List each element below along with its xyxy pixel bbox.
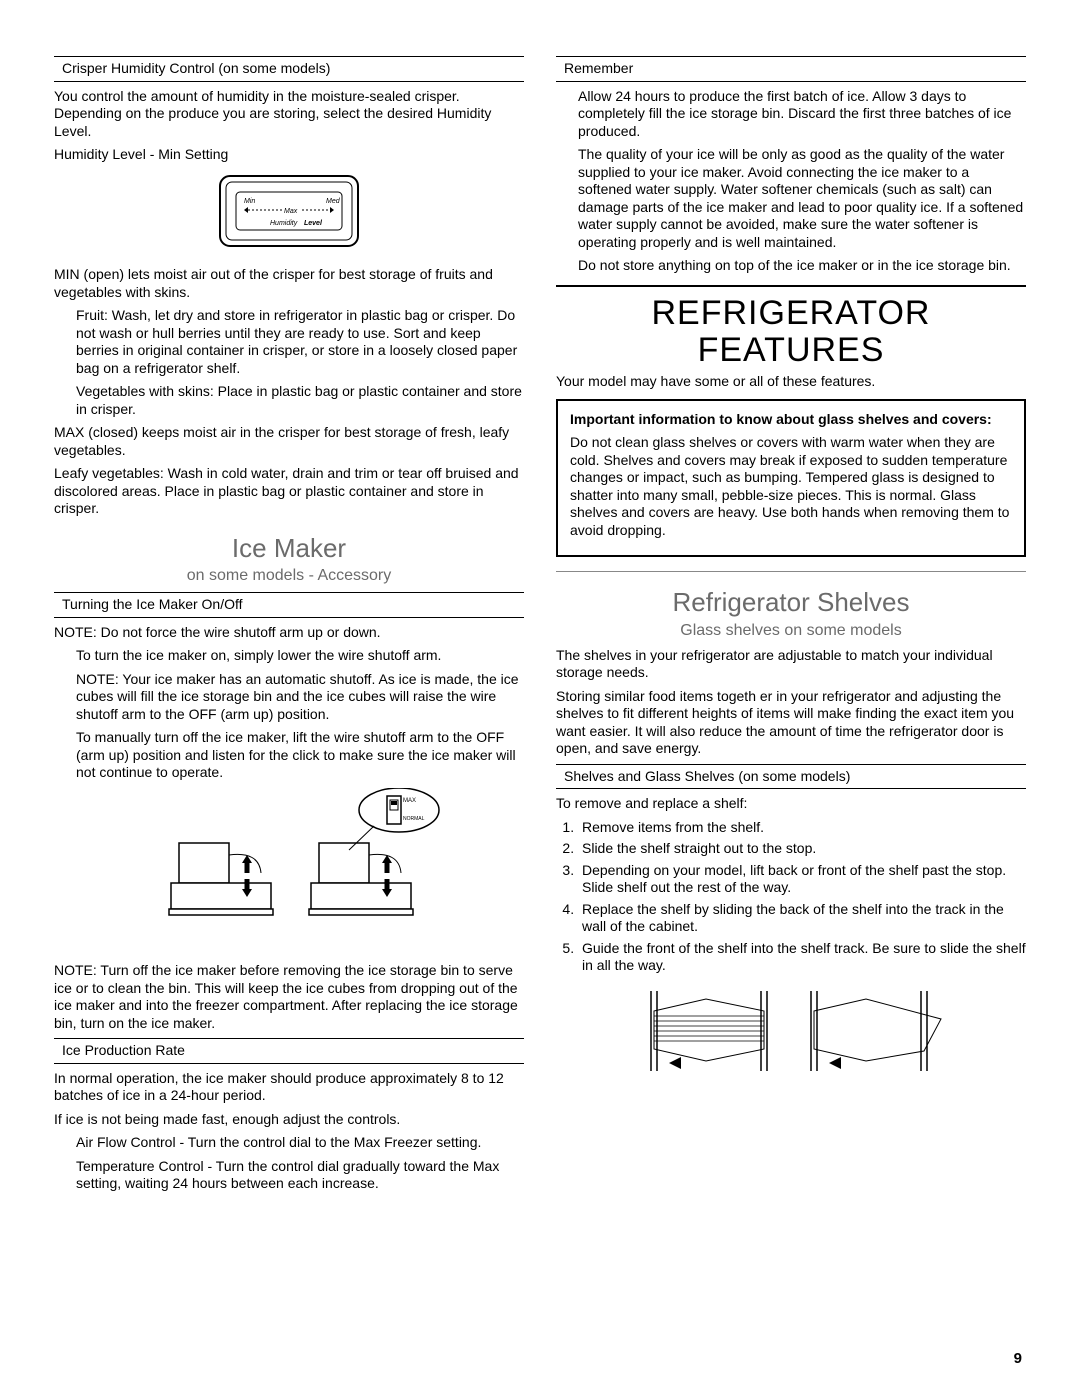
- icemaker-p3: NOTE: Your ice maker has an automatic sh…: [54, 671, 524, 724]
- glass-shelves-warning: Important information to know about glas…: [556, 399, 1026, 558]
- shelves-li3: Depending on your model, lift back or fr…: [578, 862, 1026, 897]
- svg-text:Max: Max: [284, 208, 298, 215]
- page-number: 9: [1014, 1350, 1022, 1369]
- icemaker-header2: Ice Production Rate: [54, 1038, 524, 1064]
- features-title-1: REFRIGERATOR: [652, 294, 931, 332]
- icemaker-p7: If ice is not being made fast, enough ad…: [54, 1111, 524, 1129]
- icemaker-p9: Temperature Control - Turn the control d…: [54, 1158, 524, 1193]
- shelves-steps: Remove items from the shelf. Slide the s…: [556, 819, 1026, 975]
- icemaker-p8: Air Flow Control - Turn the control dial…: [54, 1134, 524, 1152]
- svg-text:NORMAL: NORMAL: [403, 816, 425, 822]
- icemaker-subtitle: on some models - Accessory: [54, 566, 524, 586]
- remember-p3: Do not store anything on top of the ice …: [556, 257, 1026, 275]
- shelf-diagram: [556, 981, 1026, 1096]
- icemaker-p4: To manually turn off the ice maker, lift…: [54, 729, 524, 782]
- shelves-header: Shelves and Glass Shelves (on some model…: [556, 764, 1026, 790]
- shelves-p2: Storing similar food items togeth er in …: [556, 688, 1026, 758]
- crisper-p3: MIN (open) lets moist air out of the cri…: [54, 266, 524, 301]
- icemaker-p5: NOTE: Turn off the ice maker before remo…: [54, 962, 524, 1032]
- crisper-p5: Vegetables with skins: Place in plastic …: [54, 383, 524, 418]
- shelves-li4: Replace the shelf by sliding the back of…: [578, 901, 1026, 936]
- svg-text:Level: Level: [304, 220, 323, 227]
- remember-p2: The quality of your ice will be only as …: [556, 146, 1026, 251]
- box-head: Important information to know about glas…: [570, 411, 1012, 429]
- icemaker-p6: In normal operation, the ice maker shoul…: [54, 1070, 524, 1105]
- left-column: Crisper Humidity Control (on some models…: [54, 50, 524, 1199]
- svg-text:Med: Med: [326, 198, 341, 205]
- icemaker-diagram: MAX NORMAL: [54, 788, 524, 953]
- svg-text:Humidity: Humidity: [270, 220, 298, 227]
- features-intro: Your model may have some or all of these…: [556, 373, 1026, 391]
- remember-header: Remember: [556, 56, 1026, 82]
- icemaker-p2: To turn the ice maker on, simply lower t…: [54, 647, 524, 665]
- right-column: Remember Allow 24 hours to produce the f…: [556, 50, 1026, 1199]
- shelves-li1: Remove items from the shelf.: [578, 819, 1026, 837]
- svg-text:MAX: MAX: [403, 798, 416, 804]
- humidity-dial-diagram: Min Med Max Humidity Level: [54, 170, 524, 257]
- rule-light: [556, 571, 1026, 572]
- icemaker-header1: Turning the Ice Maker On/Off: [54, 592, 524, 618]
- crisper-p2: Humidity Level - Min Setting: [54, 146, 524, 164]
- crisper-p1: You control the amount of humidity in th…: [54, 88, 524, 141]
- crisper-p7: Leafy vegetables: Wash in cold water, dr…: [54, 465, 524, 518]
- features-title: REFRIGERATOR FEATURES: [556, 295, 1026, 370]
- page-columns: Crisper Humidity Control (on some models…: [54, 50, 1026, 1199]
- shelves-li5: Guide the front of the shelf into the sh…: [578, 940, 1026, 975]
- shelves-li2: Slide the shelf straight out to the stop…: [578, 840, 1026, 858]
- crisper-p6: MAX (closed) keeps moist air in the cris…: [54, 424, 524, 459]
- shelves-title: Refrigerator Shelves: [556, 586, 1026, 619]
- crisper-p4: Fruit: Wash, let dry and store in refrig…: [54, 307, 524, 377]
- icemaker-p1: NOTE: Do not force the wire shutoff arm …: [54, 624, 524, 642]
- icemaker-title: Ice Maker: [54, 532, 524, 565]
- shelves-p3: To remove and replace a shelf:: [556, 795, 1026, 813]
- svg-text:Min: Min: [244, 198, 255, 205]
- rule-heavy: [556, 285, 1026, 287]
- crisper-header: Crisper Humidity Control (on some models…: [54, 56, 524, 82]
- remember-p1: Allow 24 hours to produce the first batc…: [556, 88, 1026, 141]
- shelves-p1: The shelves in your refrigerator are adj…: [556, 647, 1026, 682]
- features-title-2: FEATURES: [698, 331, 885, 369]
- box-body: Do not clean glass shelves or covers wit…: [570, 434, 1012, 539]
- shelves-subtitle: Glass shelves on some models: [556, 621, 1026, 641]
